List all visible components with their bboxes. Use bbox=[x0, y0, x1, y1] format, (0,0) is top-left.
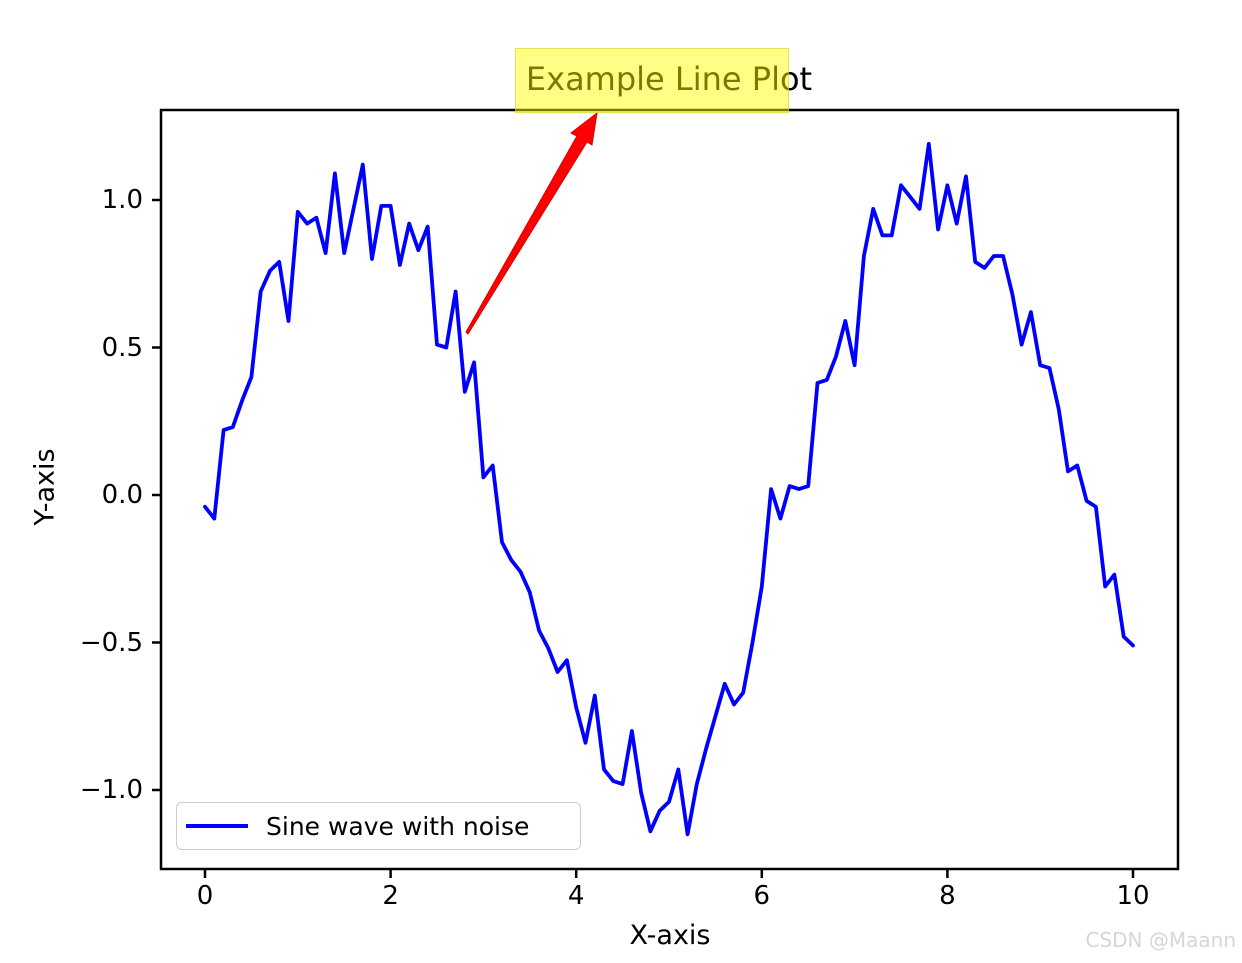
x-tick-label: 2 bbox=[382, 881, 399, 911]
x-tick-label: 0 bbox=[196, 881, 214, 911]
watermark: CSDN @Maann bbox=[1085, 928, 1237, 952]
y-tick-label: −1.0 bbox=[79, 775, 143, 805]
sine-wave-line bbox=[203, 141, 1135, 837]
y-tick-label: 0.0 bbox=[101, 480, 143, 510]
x-tick-label: 8 bbox=[939, 881, 956, 911]
chart-title: Example Line Plot bbox=[525, 60, 813, 98]
y-tick-label: −0.5 bbox=[79, 627, 143, 658]
annotation-arrow bbox=[465, 111, 598, 335]
tick-marks bbox=[152, 198, 1135, 878]
legend: Sine wave with noise bbox=[176, 802, 581, 850]
y-axis-label: Y-axis bbox=[29, 448, 61, 526]
legend-line-sample bbox=[186, 824, 248, 828]
x-axis-label: X-axis bbox=[629, 920, 711, 951]
legend-label: Sine wave with noise bbox=[266, 811, 530, 841]
x-tick-label: 4 bbox=[567, 881, 585, 911]
y-tick-label: 1.0 bbox=[101, 185, 143, 215]
x-tick-label: 6 bbox=[753, 881, 771, 911]
x-tick-label: 10 bbox=[1116, 881, 1150, 911]
axes-frame bbox=[159, 108, 1180, 871]
y-tick-label: 0.5 bbox=[101, 332, 143, 363]
